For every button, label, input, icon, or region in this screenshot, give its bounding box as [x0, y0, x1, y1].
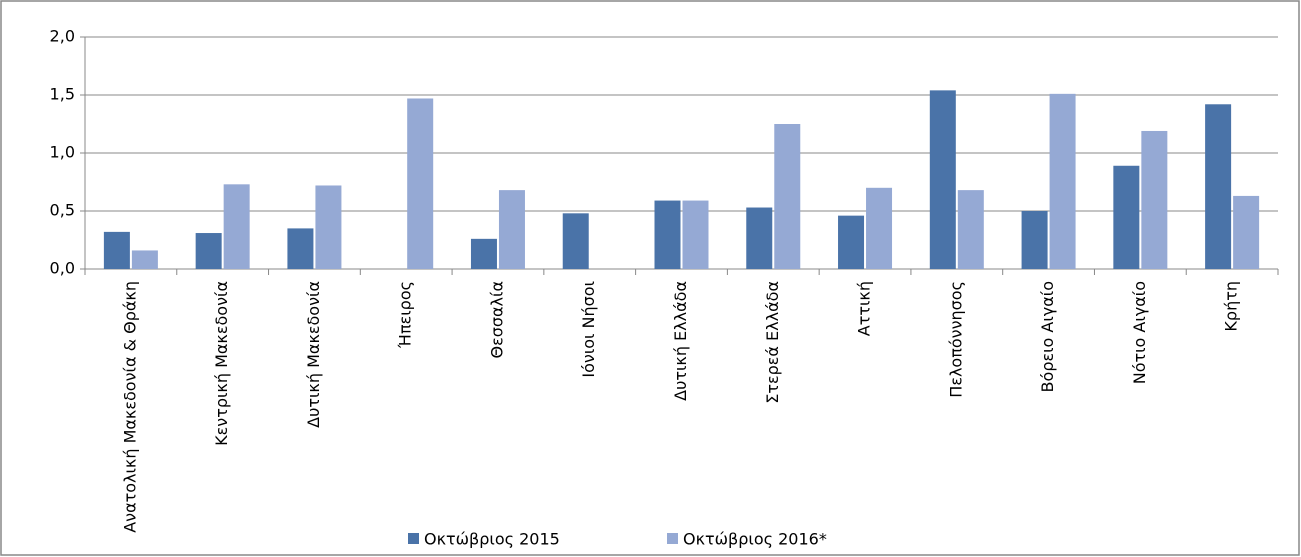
legend-label: Οκτώβριος 2016*	[683, 530, 827, 549]
x-tick-label: Δυτική Ελλάδα	[671, 281, 690, 401]
bar	[315, 185, 342, 269]
y-tick-label: 1,0	[50, 143, 75, 162]
y-tick-label: 1,5	[50, 85, 75, 104]
bar	[866, 187, 893, 269]
x-tick-label: Ήπειρος	[396, 281, 415, 349]
bar	[682, 200, 709, 269]
bar	[654, 200, 681, 269]
bar	[1049, 93, 1076, 269]
x-tick-label: Κεντρική Μακεδονία	[212, 281, 231, 446]
bar	[470, 238, 497, 269]
bar	[407, 98, 434, 269]
x-tick-label: Ανατολική Μακεδονία & Θράκη	[120, 281, 139, 533]
bar	[929, 90, 956, 269]
bar	[562, 213, 589, 269]
legend-label: Οκτώβριος 2015	[424, 530, 560, 549]
x-tick-label: Θεσσαλία	[487, 281, 506, 359]
bar	[1205, 104, 1232, 269]
bar	[103, 231, 130, 269]
bar	[1141, 130, 1168, 269]
bar	[1233, 195, 1260, 269]
bar	[838, 215, 865, 269]
legend-swatch	[667, 533, 678, 544]
x-tick-label: Αττική	[855, 281, 874, 336]
x-tick-label: Ιόνιοι Νήσοι	[579, 281, 598, 378]
x-tick-label: Στερεά Ελλάδα	[763, 281, 782, 404]
legend-swatch	[408, 533, 419, 544]
bar	[957, 190, 984, 269]
y-tick-label: 0,0	[50, 259, 75, 278]
x-tick-label: Νότιο Αιγαίο	[1130, 281, 1149, 384]
x-tick-label: Δυτική Μακεδονία	[304, 281, 323, 428]
bar	[774, 124, 801, 269]
bar	[498, 190, 525, 269]
bar	[746, 207, 773, 269]
bar	[1113, 165, 1140, 269]
bar	[223, 184, 250, 269]
x-tick-label: Πελοπόννησος	[946, 281, 965, 398]
bar	[287, 228, 314, 269]
x-tick-label: Κρήτη	[1222, 281, 1241, 332]
bar	[195, 233, 222, 269]
bar	[131, 250, 158, 269]
y-tick-label: 2,0	[50, 27, 75, 46]
bar	[1021, 211, 1048, 269]
y-tick-label: 0,5	[50, 201, 75, 220]
x-tick-label: Βόρειο Αιγαίο	[1038, 281, 1057, 392]
